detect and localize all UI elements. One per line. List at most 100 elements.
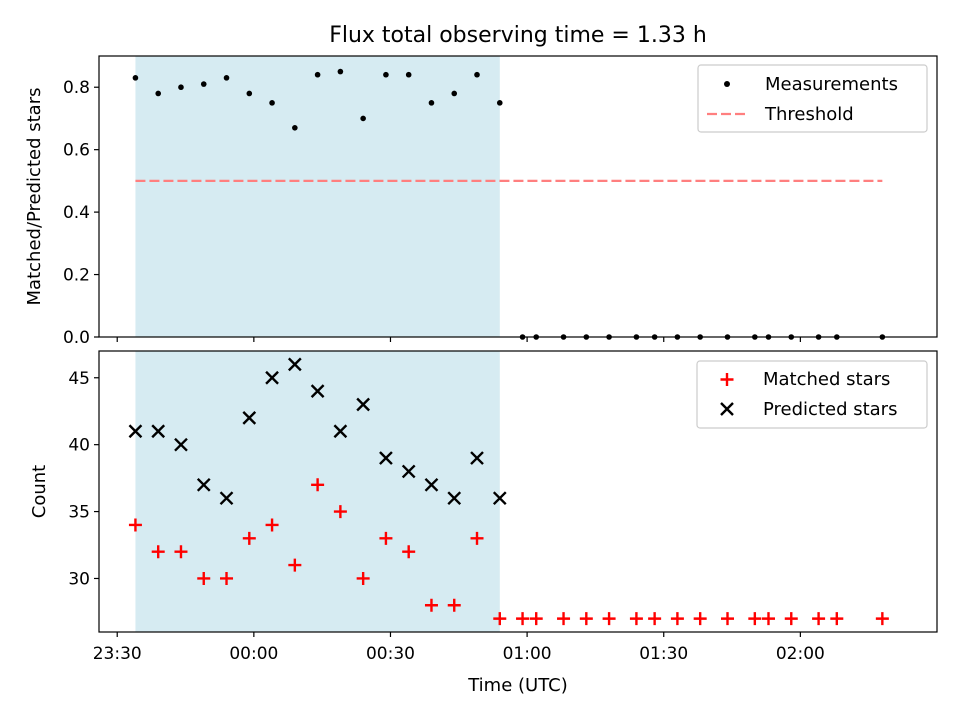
matched-star-point (812, 612, 826, 626)
measurement-point (451, 90, 458, 97)
bottom-observing-span (135, 351, 500, 632)
bottom-y-tick-label: 40 (68, 436, 90, 456)
predicted-legend-marker (720, 402, 734, 416)
matched-star-point (311, 478, 325, 492)
bottom-y-tick-label: 35 (68, 503, 90, 523)
predicted-star-point (333, 424, 348, 439)
matched-star-point (402, 545, 416, 559)
matched-star-point (602, 612, 616, 626)
top-panel: 0.00.20.40.60.8 Matched/Predicted stars … (24, 55, 938, 348)
measurement-point (269, 100, 275, 106)
matched-star-point (748, 612, 762, 626)
measurement-point (405, 71, 412, 78)
predicted-star-point (196, 477, 211, 492)
matched-star-point (447, 598, 461, 612)
measurement-point (383, 71, 389, 78)
matched-star-point (493, 612, 507, 626)
x-axis-label: Time (UTC) (467, 675, 568, 696)
measurements-legend-marker (724, 81, 730, 87)
matched-star-point (830, 612, 844, 626)
measurement-point (474, 71, 480, 78)
measurement-point (314, 71, 321, 78)
measurement-point (223, 75, 230, 81)
top-legend-box (697, 64, 928, 133)
top-y-tick-label: 0.2 (63, 266, 90, 286)
predicted-star-point (128, 424, 143, 439)
predicted-star-point (151, 424, 166, 439)
predicted-star-point (356, 397, 371, 412)
predicted-star-point (310, 384, 325, 398)
matched-stars-points (128, 478, 889, 626)
measurement-point (337, 68, 344, 75)
predicted-star-point (492, 491, 507, 506)
matched-star-point (470, 531, 484, 545)
matched-star-point (557, 612, 571, 626)
legend-measurements-label: Measurements (765, 74, 898, 95)
matched-star-point (629, 612, 643, 626)
top-observing-span (135, 56, 500, 337)
matched-star-point (579, 612, 593, 626)
measurement-point (178, 84, 184, 91)
x-tick-label: 01:00 (503, 644, 552, 664)
matched-star-point (128, 518, 142, 532)
predicted-star-point (174, 437, 188, 452)
top-y-tick-label: 0.4 (63, 203, 90, 223)
legend-predicted-label: Predicted stars (763, 399, 897, 420)
measurement-point (246, 90, 253, 97)
top-y-tick-label: 0.8 (63, 78, 90, 98)
matched-star-point (265, 518, 279, 532)
matched-star-point (356, 571, 370, 585)
measurement-points (132, 68, 886, 340)
predicted-star-point (242, 411, 257, 425)
chart-title: Flux total observing time = 1.33 h (329, 23, 707, 48)
matched-star-point (529, 612, 543, 626)
matched-star-point (424, 598, 438, 612)
matched-star-point (174, 545, 188, 559)
bottom-y-ticks: 30 35 40 45 (68, 369, 99, 589)
predicted-star-point (447, 491, 462, 506)
bottom-y-axis-label: Count (29, 465, 50, 518)
matched-legend-marker (720, 373, 734, 386)
matched-star-point (761, 612, 775, 626)
predicted-star-point (379, 451, 393, 465)
x-tick-label: 01:30 (639, 644, 688, 664)
x-tick-label: 00:00 (229, 644, 278, 664)
measurement-point (496, 100, 503, 106)
measurement-point (155, 90, 162, 97)
measurement-point (132, 75, 139, 81)
matched-star-point (784, 612, 798, 626)
top-x-ticks (116, 337, 801, 342)
x-tick-label: 00:30 (366, 644, 415, 664)
legend-matched-label: Matched stars (763, 369, 890, 390)
matched-star-point (379, 531, 393, 545)
matched-star-point (220, 571, 234, 585)
bottom-x-ticks: 23:30 00:00 00:30 01:00 01:30 02:00 (93, 632, 825, 664)
matched-star-point (333, 505, 347, 519)
top-y-ticks: 0.0 0.2 0.4 0.6 0.8 (63, 78, 99, 348)
bottom-legend: Matched stars Predicted stars (696, 360, 928, 429)
predicted-star-point (470, 451, 484, 465)
measurement-point (360, 115, 366, 122)
bottom-axes-frame (98, 350, 938, 633)
matched-star-point (516, 612, 530, 626)
matched-star-point (151, 545, 165, 559)
x-tick-label: 02:00 (776, 644, 825, 664)
measurement-point (428, 100, 435, 106)
bottom-legend-box (696, 360, 928, 429)
predicted-stars-points (128, 357, 507, 506)
matched-star-point (242, 531, 256, 545)
bottom-y-tick-label: 30 (68, 569, 90, 589)
bottom-y-tick-label: 45 (68, 369, 90, 389)
top-y-tick-label: 0.0 (63, 328, 90, 348)
top-y-tick-label: 0.6 (63, 141, 90, 161)
matched-star-point (875, 612, 889, 626)
matched-star-point (288, 558, 302, 572)
top-legend: Measurements Threshold (697, 64, 928, 133)
matched-star-point (693, 612, 707, 626)
x-tick-label: 23:30 (93, 644, 142, 664)
predicted-star-point (219, 491, 234, 506)
legend-threshold-label: Threshold (764, 104, 854, 125)
predicted-star-point (265, 370, 279, 385)
top-axes-frame (98, 55, 938, 338)
